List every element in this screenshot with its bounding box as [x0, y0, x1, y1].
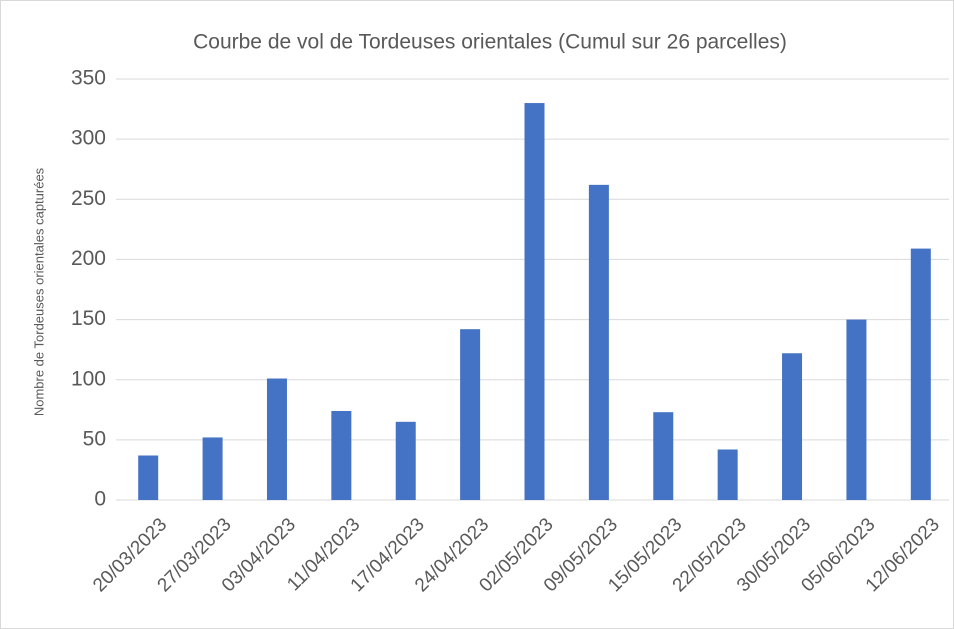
- bar: [138, 455, 159, 500]
- bar: [782, 353, 803, 500]
- bar: [524, 103, 545, 501]
- y-tick-label: 150: [71, 307, 106, 330]
- bar: [331, 410, 352, 500]
- bar: [202, 437, 223, 500]
- y-tick-label: 200: [71, 247, 106, 270]
- y-tick-label: 50: [83, 427, 106, 450]
- bar: [266, 378, 287, 500]
- y-tick-label: 0: [94, 488, 106, 511]
- bar: [588, 184, 609, 500]
- bar: [395, 421, 416, 500]
- y-tick-label: 250: [71, 187, 106, 210]
- chart-title: Courbe de vol de Tordeuses orientales (C…: [193, 31, 787, 54]
- y-axis-label: Nombre de Tordeuses orientales capturées: [31, 167, 46, 416]
- bar: [717, 449, 738, 500]
- bar: [910, 248, 931, 500]
- y-tick-label: 300: [71, 127, 106, 150]
- y-tick-label: 350: [71, 67, 106, 90]
- bar: [846, 319, 867, 500]
- bar: [460, 329, 481, 500]
- y-tick-label: 100: [71, 367, 106, 390]
- bar: [653, 412, 674, 500]
